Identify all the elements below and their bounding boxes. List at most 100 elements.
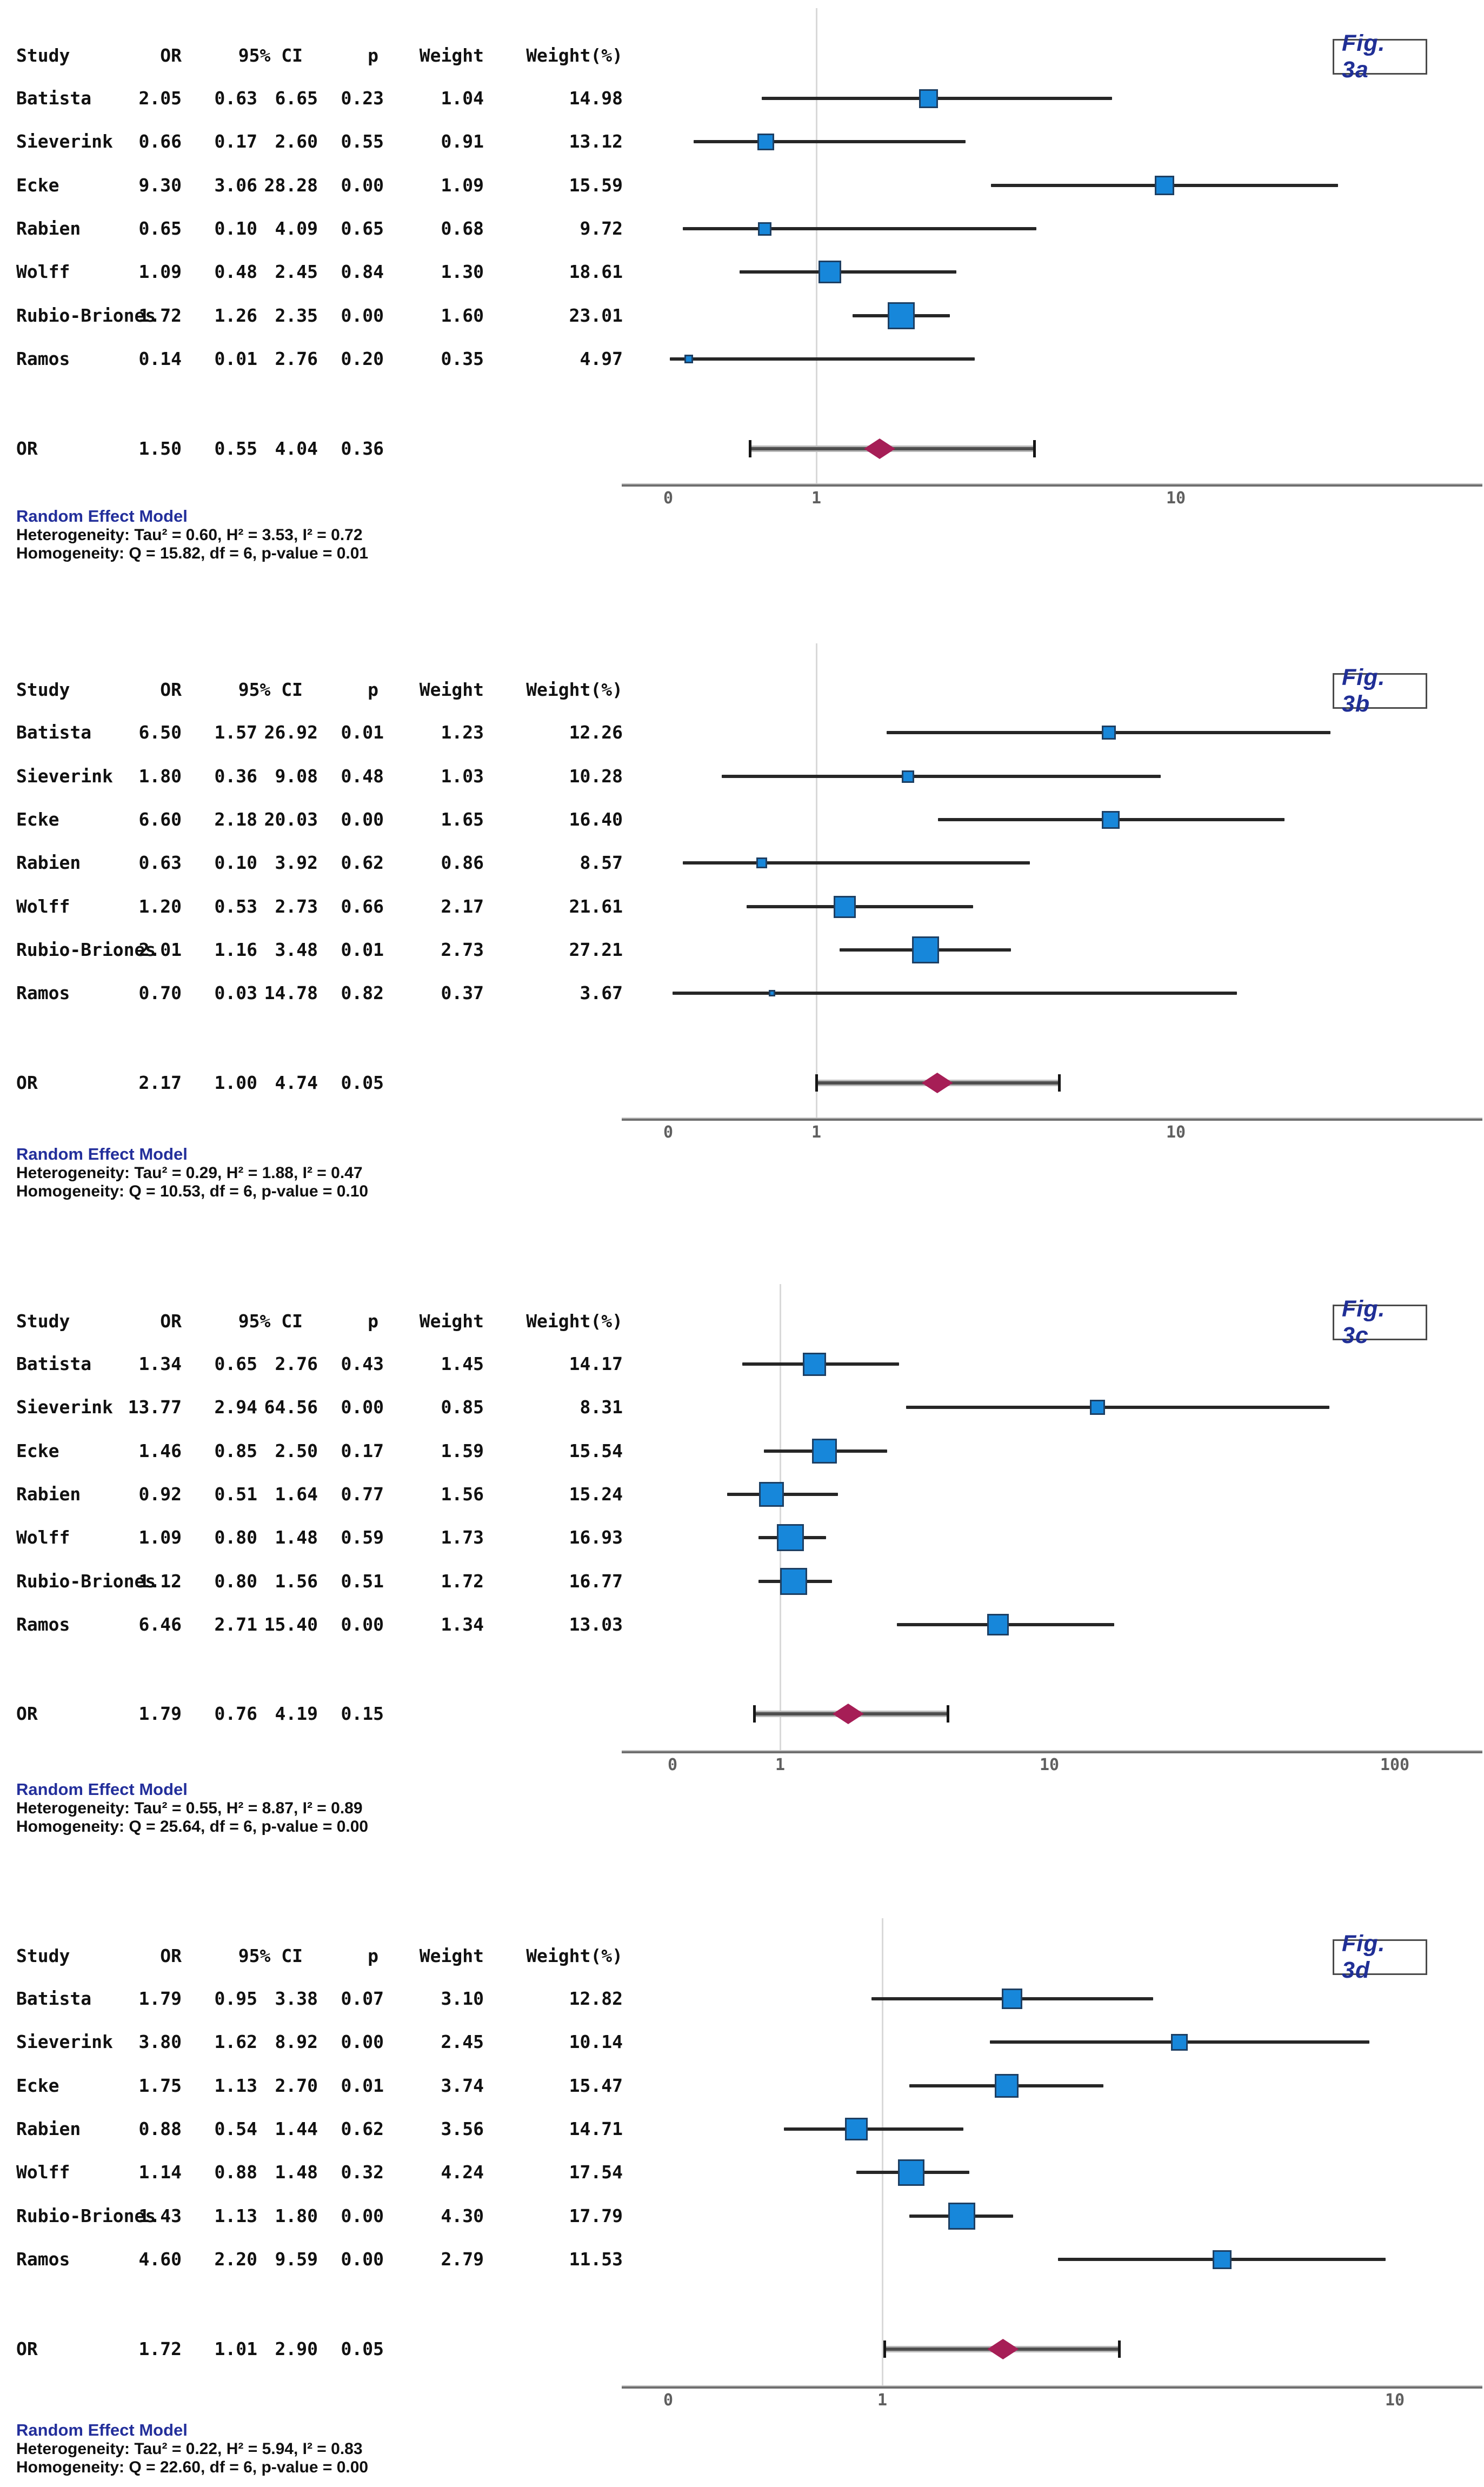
summary-ci-cap-left xyxy=(753,1705,756,1723)
ci-upper-value: 2.60 xyxy=(275,131,318,152)
study-name: Ecke xyxy=(16,2075,59,2096)
p-value: 0.43 xyxy=(341,1353,384,1374)
effect-size-box xyxy=(888,302,915,329)
confidence-interval-line xyxy=(909,2084,1103,2087)
column-header-study: Study xyxy=(16,1945,70,1966)
or-value: 0.63 xyxy=(138,852,182,873)
ci-upper-value: 8.92 xyxy=(275,2031,318,2052)
weight-value: 1.60 xyxy=(441,305,484,326)
or-value: 2.05 xyxy=(138,88,182,109)
effect-size-box xyxy=(1002,1989,1022,2009)
summary-ci-underlay xyxy=(884,2346,1120,2352)
study-name: Ramos xyxy=(16,982,70,1003)
column-header-study: Study xyxy=(16,1311,70,1332)
confidence-interval-line xyxy=(871,1997,1154,2000)
confidence-interval-line xyxy=(739,270,956,274)
p-value: 0.84 xyxy=(341,261,384,282)
confidence-interval-line xyxy=(783,2127,964,2131)
reference-line-or1 xyxy=(816,643,817,1119)
study-name: Ramos xyxy=(16,1614,70,1635)
summary-ci-lower-value: 1.01 xyxy=(214,2338,257,2359)
ci-upper-value: 2.73 xyxy=(275,896,318,917)
summary-ci-underlay xyxy=(749,445,1035,452)
summary-label: OR xyxy=(16,1072,38,1093)
summary-ci-lower-value: 0.76 xyxy=(214,1703,257,1724)
weight-pct-value: 18.61 xyxy=(569,261,623,282)
summary-ci-cap-right xyxy=(946,1705,949,1723)
weight-pct-value: 14.98 xyxy=(569,88,623,109)
weight-value: 1.30 xyxy=(441,261,484,282)
ci-upper-value: 1.44 xyxy=(275,2118,318,2139)
weight-pct-value: 17.54 xyxy=(569,2162,623,2183)
or-value: 4.60 xyxy=(138,2249,182,2270)
effect-size-box xyxy=(948,2203,975,2230)
study-name: Batista xyxy=(16,1353,92,1374)
summary-label: OR xyxy=(16,1703,38,1724)
ci-upper-value: 2.45 xyxy=(275,261,318,282)
or-value: 1.72 xyxy=(138,305,182,326)
effect-size-box xyxy=(758,222,771,236)
or-value: 3.80 xyxy=(138,2031,182,2052)
or-value: 1.43 xyxy=(138,2205,182,2226)
summary-ci-cap-left xyxy=(748,440,751,457)
weight-value: 1.72 xyxy=(441,1571,484,1592)
confidence-interval-line xyxy=(683,227,1036,230)
study-name: Sieverink xyxy=(16,766,113,787)
weight-value: 3.10 xyxy=(441,1988,484,2009)
footer-model-label: Random Effect Model xyxy=(16,1780,188,1799)
footer-homogeneity: Homogeneity: Q = 15.82, df = 6, p-value … xyxy=(16,544,369,562)
weight-pct-value: 9.72 xyxy=(580,218,623,239)
ci-lower-value: 0.01 xyxy=(214,348,257,369)
effect-size-box xyxy=(769,990,775,996)
summary-diamond xyxy=(921,1073,953,1093)
ci-upper-value: 2.76 xyxy=(275,348,318,369)
weight-value: 3.74 xyxy=(441,2075,484,2096)
ci-lower-value: 1.16 xyxy=(214,939,257,960)
summary-ci-underlay xyxy=(816,1080,1060,1086)
ci-lower-value: 1.26 xyxy=(214,305,257,326)
effect-size-box xyxy=(812,1439,837,1464)
footer-heterogeneity: Heterogeneity: Tau² = 0.60, H² = 3.53, I… xyxy=(16,526,363,544)
ci-upper-value: 2.76 xyxy=(275,1353,318,1374)
summary-ci-upper-value: 4.19 xyxy=(275,1703,318,1724)
summary-diamond xyxy=(832,1704,864,1724)
ci-lower-value: 1.57 xyxy=(214,722,257,743)
confidence-interval-line xyxy=(1057,2258,1386,2261)
or-value: 0.70 xyxy=(138,982,182,1003)
or-value: 1.75 xyxy=(138,2075,182,2096)
summary-ci-upper-value: 4.74 xyxy=(275,1072,318,1093)
weight-value: 1.34 xyxy=(441,1614,484,1635)
study-name: Rabien xyxy=(16,2118,81,2139)
weight-pct-value: 21.61 xyxy=(569,896,623,917)
or-value: 13.77 xyxy=(128,1397,182,1418)
ci-lower-value: 2.18 xyxy=(214,809,257,830)
ci-upper-value: 2.70 xyxy=(275,2075,318,2096)
column-header-p: p xyxy=(368,679,378,700)
footer-model-label: Random Effect Model xyxy=(16,507,188,526)
summary-ci-underlay xyxy=(754,1711,948,1717)
p-value: 0.65 xyxy=(341,218,384,239)
study-name: Wolff xyxy=(16,2162,70,2183)
study-name: Rubio-Briones xyxy=(16,2205,156,2226)
ci-lower-value: 0.63 xyxy=(214,88,257,109)
summary-ci-line xyxy=(816,1081,1060,1085)
column-header-p: p xyxy=(368,45,378,66)
confidence-interval-line xyxy=(764,1449,888,1453)
weight-pct-value: 14.17 xyxy=(569,1353,623,1374)
footer-model-label: Random Effect Model xyxy=(16,2420,188,2439)
column-header-ci: 95% CI xyxy=(238,1945,303,1966)
effect-size-box xyxy=(919,89,938,108)
reference-line-or1 xyxy=(882,1918,883,2387)
summary-ci-lower-value: 0.55 xyxy=(214,438,257,459)
